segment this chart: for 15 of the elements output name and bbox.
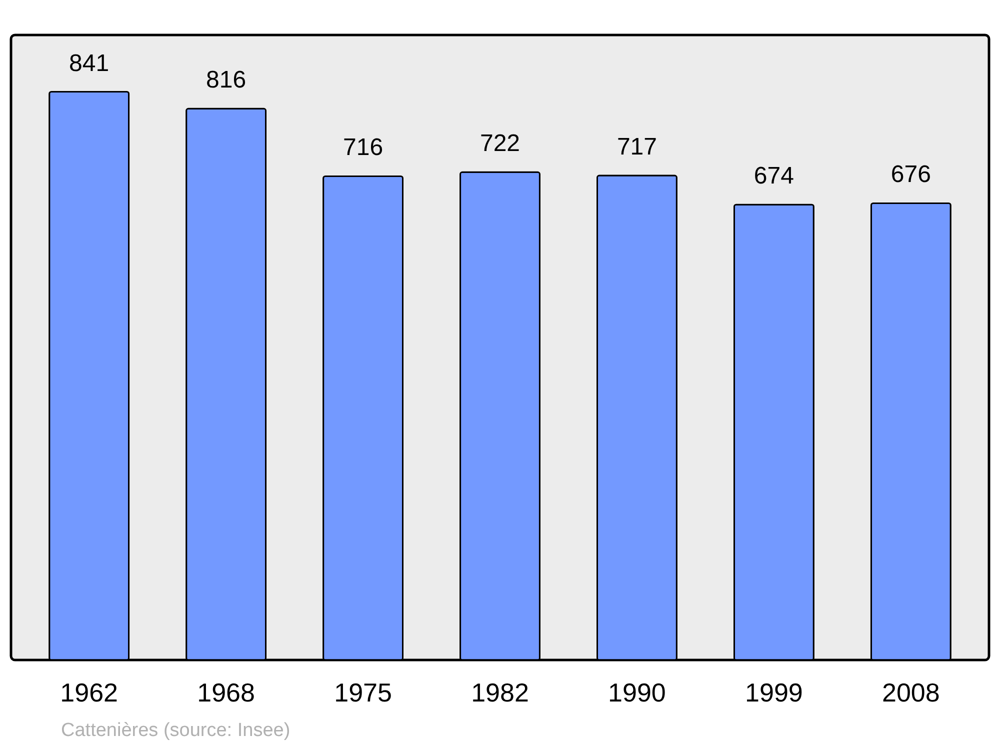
x-tick-label: 1982 [471,678,529,708]
x-tick-label: 1968 [197,678,255,708]
x-tick-label: 2008 [882,678,940,708]
text: Cattenières (source: Insee) [61,720,290,741]
x-tick-label: 1975 [334,678,392,708]
x-tick-label: 1990 [608,678,666,708]
data-label: 841 [69,50,110,77]
x-tick-label: 1962 [60,678,118,708]
data-label: 676 [890,161,931,188]
data-label: 717 [616,134,657,161]
data-label: 816 [206,66,246,94]
data-label: 722 [480,130,520,158]
data-label: 674 [754,162,794,190]
data-label: 716 [343,134,384,162]
x-tick-label: 1999 [745,678,803,708]
